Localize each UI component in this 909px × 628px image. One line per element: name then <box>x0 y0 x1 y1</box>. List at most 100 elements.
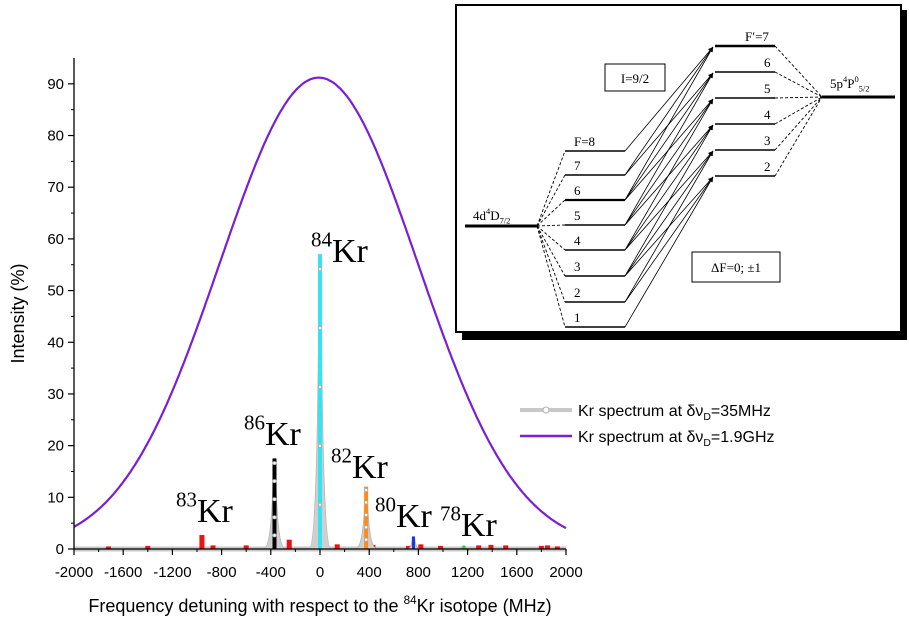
x-tick-label: -1600 <box>104 564 142 581</box>
x-tick-label: 1600 <box>500 564 533 581</box>
kr83-line <box>438 545 444 549</box>
kr83-line <box>210 545 216 549</box>
kr83-line <box>406 545 412 549</box>
lower-f-label: 3 <box>574 259 581 274</box>
isotope-label-80-part: Kr <box>396 498 433 535</box>
x-tick-label: 0 <box>316 564 324 581</box>
isotope-label-86-part: Kr <box>265 416 302 453</box>
transition-arrow <box>624 72 714 201</box>
upper-f-dash <box>774 96 823 177</box>
y-tick-label: 0 <box>56 541 64 558</box>
transition-arrow <box>624 46 714 152</box>
peak-marker <box>364 512 369 517</box>
kr83-line <box>488 544 494 549</box>
transition-arrow <box>624 46 714 201</box>
transition-arrow <box>624 150 714 277</box>
upper-f-dash <box>774 45 823 98</box>
selection-rule-label: ΔF=0; ±1 <box>711 260 761 275</box>
peak-80kr <box>411 536 415 549</box>
upper-f-label: F′=7 <box>745 29 769 44</box>
lower-f-label: 2 <box>574 285 581 300</box>
transition-arrow <box>624 72 714 226</box>
upper-f-label: 3 <box>764 133 771 148</box>
lower-level-label-part: 4 <box>486 206 491 216</box>
hyperfine-level-diagram: 4d4D7/25p4P05/2F=87654321F′=765432I=9/2Δ… <box>455 4 907 340</box>
lower-f-label: 5 <box>574 208 581 223</box>
transition-arrow <box>624 150 714 303</box>
upper-level-label-part: 0 <box>854 74 858 84</box>
isotope-label-82-part: Kr <box>352 449 389 486</box>
kr83-line <box>105 546 111 549</box>
lower-level-label-part: D <box>490 208 499 223</box>
y-tick-label: 70 <box>47 179 64 196</box>
x-tick-label: -800 <box>207 564 237 581</box>
isotope-label-83-part: Kr <box>197 493 234 530</box>
isotope-label-78: 78Kr <box>440 502 498 544</box>
lower-f-dash <box>536 225 566 251</box>
kr83-line <box>199 535 205 549</box>
lower-level-label-part: 4d <box>473 208 487 223</box>
isotope-label-84-part: 84 <box>311 228 333 252</box>
legend-label-0: Kr spectrum at δνD=35MHz <box>578 403 771 423</box>
peak-marker <box>364 537 369 542</box>
x-tick-label: 800 <box>406 564 431 581</box>
isotope-label-83-part: 83 <box>176 488 197 512</box>
transition-arrow <box>624 124 714 251</box>
transition-arrow <box>624 46 714 176</box>
peak-marker <box>317 384 322 389</box>
upper-f-dash <box>774 71 823 98</box>
isotope-label-78-part: 78 <box>440 502 461 526</box>
peak-marker <box>272 461 277 466</box>
upper-f-dash <box>774 96 823 99</box>
isotope-label-84: 84Kr <box>311 228 369 270</box>
isotope-label-86-part: 86 <box>244 411 265 435</box>
spin-box <box>604 63 666 92</box>
kr83-line <box>545 545 551 549</box>
x-tick-label: -2000 <box>55 564 93 581</box>
lower-level-label: 4d4D7/2 <box>473 206 510 225</box>
peak-marker <box>272 533 277 538</box>
peak-86kr <box>272 458 277 549</box>
peak-marker <box>272 497 277 502</box>
isotope-label-86: 86Kr <box>244 411 302 453</box>
kr83-line <box>418 544 424 549</box>
legend-label-0-part: Kr spectrum at δν <box>578 403 703 420</box>
kr83-line <box>554 546 560 549</box>
isotope-label-83: 83Kr <box>176 488 234 530</box>
inset-frame <box>455 4 902 333</box>
upper-level-label-part: 4 <box>843 74 848 84</box>
kr83-line <box>503 545 509 549</box>
y-tick-label: 20 <box>47 438 64 455</box>
isotope-label-82: 82Kr <box>331 444 389 486</box>
kr83-line <box>145 545 151 549</box>
transition-arrow <box>624 176 714 303</box>
x-tick-label: -400 <box>256 564 286 581</box>
y-tick-label: 10 <box>47 489 64 506</box>
peak-marker <box>272 479 277 484</box>
y-axis-title: Intensity (%) <box>8 263 28 363</box>
legend-label-1-part: Kr spectrum at δν <box>578 429 703 446</box>
transition-arrow <box>624 98 714 251</box>
isotope-label-84-part: Kr <box>332 233 369 270</box>
upper-f-dash <box>774 96 823 125</box>
upper-level-label-part: 5p <box>830 76 843 91</box>
x-axis-title-part: 84 <box>404 594 418 607</box>
legend-label-0-part: =35MHz <box>711 403 771 420</box>
peak-84kr <box>318 254 322 549</box>
peak-marker <box>317 326 322 331</box>
lower-level-label-part: 7/2 <box>500 215 511 225</box>
x-tick-label: 2000 <box>549 564 582 581</box>
isotope-label-80-part: 80 <box>375 493 396 517</box>
peak-marker <box>317 267 322 272</box>
y-tick-label: 80 <box>47 128 64 145</box>
upper-f-dash <box>774 96 823 151</box>
peak-marker <box>364 500 369 505</box>
selection-rule-box <box>691 251 781 283</box>
upper-level-label-part: 5/2 <box>859 83 870 93</box>
lower-f-dash <box>536 225 566 328</box>
x-tick-label: 400 <box>357 564 382 581</box>
upper-f-label: 2 <box>764 159 771 174</box>
y-tick-label: 30 <box>47 386 64 403</box>
